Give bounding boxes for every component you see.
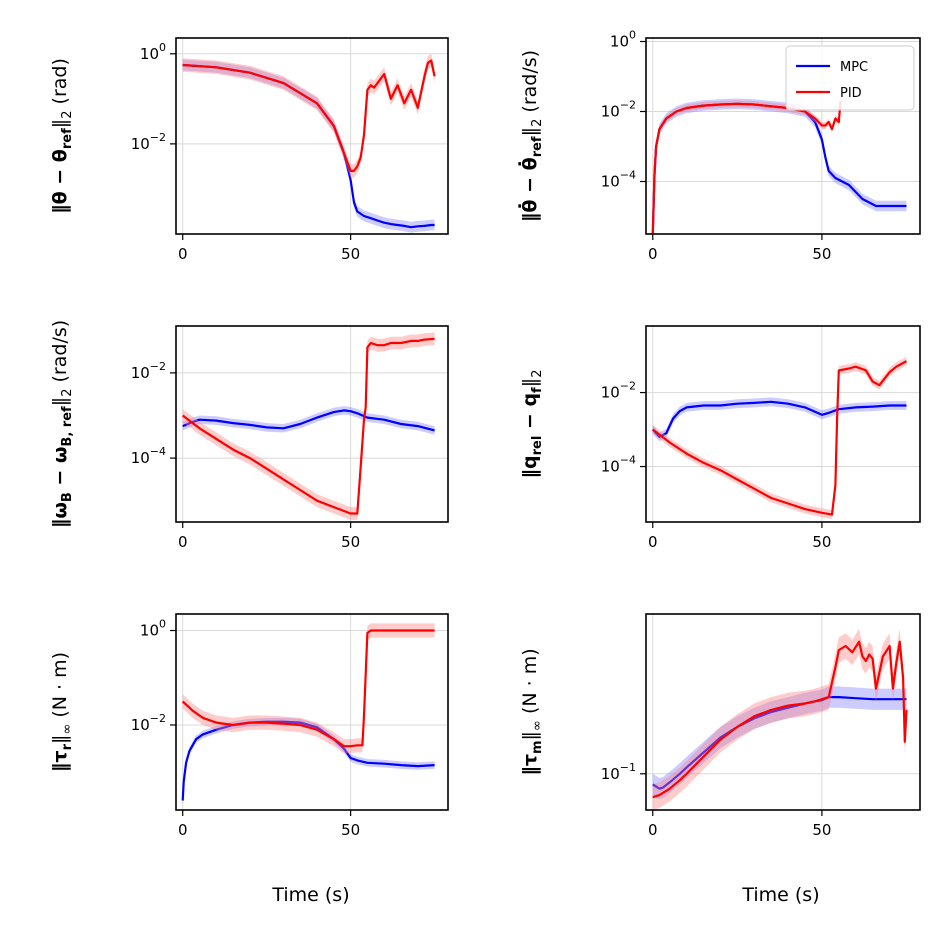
panel-theta_dot: 0 50 100 10−2 10−4 ‖θ̇ − θ̇ref‖2 (rad/s) MPC PI… [518, 29, 921, 263]
xtick-label: 0 [648, 245, 658, 263]
panel-tau_r: 0 50 100 10−2 ‖τr‖∞ (N · m) [49, 613, 449, 839]
series-pid [182, 337, 435, 515]
xlabel-left: Time (s) [271, 884, 349, 906]
axis-frame [645, 613, 921, 811]
legend-label-mpc: MPC [840, 60, 868, 75]
panel-q: 0 50 10−2 10−4 ‖qrel − qf‖2 [519, 325, 921, 551]
xlabel-right: Time (s) [741, 884, 819, 906]
ylabel-tau_m: ‖τm‖∞ (N · m) [519, 648, 545, 775]
ytick-label: 100 [610, 29, 636, 51]
axis-frame [645, 325, 921, 523]
xtick-label: 50 [812, 245, 831, 263]
ytick-label: 10−4 [131, 445, 166, 467]
series-mpc [181, 720, 435, 801]
ytick-label: 100 [140, 618, 166, 640]
band-pid [182, 53, 435, 178]
band-pid [652, 356, 907, 519]
axis-frame [175, 325, 449, 523]
xtick-label: 50 [341, 533, 360, 551]
ytick-label: 10−4 [601, 454, 636, 476]
legend-label-pid: PID [840, 86, 862, 101]
panel-tau_m: 0 50 10−1 ‖τm‖∞ (N · m) [519, 613, 921, 839]
ylabel-omega: ‖ωB − ωB, ref‖2 (rad/s) [49, 320, 75, 528]
series-mpc [651, 400, 907, 438]
band-mpc [652, 98, 907, 234]
panel-omega: 0 50 10−2 10−4 ‖ωB − ωB, ref‖2 (rad/s) [49, 320, 449, 551]
plot-area [182, 332, 435, 520]
axis-frame [645, 37, 921, 235]
plot-area [182, 53, 436, 233]
series-pid [182, 59, 436, 172]
series-mpc [652, 695, 907, 790]
ylabel-q: ‖qrel − qf‖2 [519, 370, 545, 479]
plot-area [652, 628, 908, 810]
series-pid [652, 360, 908, 516]
series-mpc [651, 102, 907, 234]
plot-area [651, 356, 908, 519]
xtick-label: 0 [178, 533, 188, 551]
plot-area [181, 623, 435, 805]
axis-frame [175, 613, 449, 811]
ytick-label: 10−2 [131, 131, 166, 153]
xtick-label: 0 [648, 533, 658, 551]
ylabel-tau_r: ‖τr‖∞ (N · m) [49, 652, 75, 772]
series-pid [651, 100, 842, 234]
xtick-label: 0 [648, 821, 658, 839]
legend: MPC PID [785, 45, 915, 111]
ytick-label: 10−2 [601, 380, 636, 402]
series-mpc [182, 409, 435, 432]
band-mpc [182, 59, 435, 233]
band-mpc [652, 397, 907, 442]
xtick-label: 50 [341, 821, 360, 839]
xtick-label: 0 [178, 245, 188, 263]
ytick-label: 100 [140, 41, 166, 63]
axis-frame [175, 37, 449, 235]
xtick-label: 0 [178, 821, 188, 839]
ytick-label: 10−2 [601, 99, 636, 121]
band-pid [182, 623, 435, 754]
ytick-label: 10−4 [601, 169, 636, 191]
ylabel-theta: ‖θ − θref‖2 (rad) [49, 58, 75, 214]
xtick-label: 50 [341, 245, 360, 263]
panel-theta: 0 50 100 10−2 ‖θ − θref‖2 (rad) [49, 37, 449, 263]
panels-group: 0 50 100 10−2 ‖θ − θref‖2 (rad) 0 50 100 10−2 10−… [49, 29, 921, 839]
series-pid [181, 629, 435, 748]
series-pid [652, 640, 908, 799]
legend-box [785, 45, 915, 111]
ytick-label: 10−1 [601, 761, 636, 783]
ytick-label: 10−2 [131, 360, 166, 382]
xtick-label: 50 [812, 533, 831, 551]
plot-area [651, 97, 907, 234]
band-mpc [182, 717, 435, 805]
ytick-label: 10−2 [131, 712, 166, 734]
band-pid [652, 628, 907, 810]
band-pid [652, 97, 841, 234]
ylabel-theta_dot: ‖θ̇ − θ̇ref‖2 (rad/s) [518, 50, 545, 222]
xtick-label: 50 [812, 821, 831, 839]
